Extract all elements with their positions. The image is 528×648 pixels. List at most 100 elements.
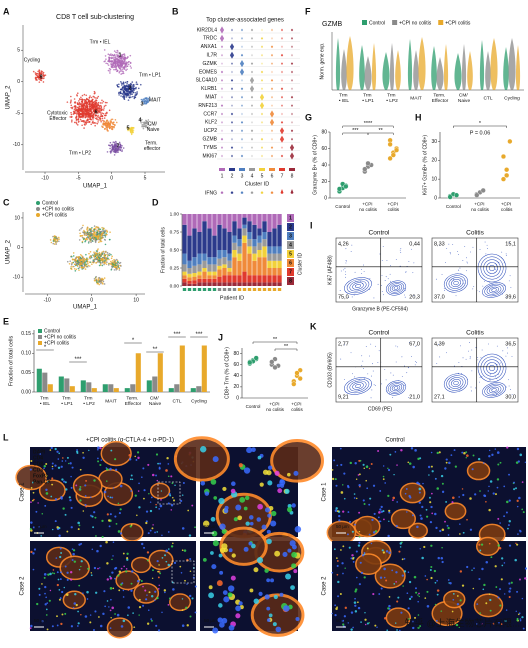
bar xyxy=(80,380,86,392)
cell xyxy=(414,449,417,452)
cell xyxy=(51,447,53,449)
umap-cell xyxy=(75,122,78,125)
data-point xyxy=(474,192,480,198)
umap-cell xyxy=(82,106,85,109)
cell xyxy=(492,492,495,495)
cell xyxy=(126,552,129,555)
event xyxy=(385,379,387,381)
cell xyxy=(45,596,47,599)
umap-cell xyxy=(103,49,106,51)
bar-segment xyxy=(232,282,237,286)
patient-tag xyxy=(277,288,282,291)
event xyxy=(352,382,354,384)
bar-segment xyxy=(227,268,232,272)
event xyxy=(405,272,407,274)
event xyxy=(471,390,473,392)
y-tick-label: 0.50 xyxy=(170,247,180,253)
umap-cell xyxy=(144,122,147,125)
umap-cell xyxy=(98,106,101,108)
bar xyxy=(201,345,207,392)
cell xyxy=(440,610,443,612)
cell xyxy=(391,569,394,572)
cell xyxy=(509,587,512,590)
bar-segment xyxy=(222,257,227,265)
scale-label: 50 µm xyxy=(336,524,349,529)
violin xyxy=(220,70,224,74)
umap-cell xyxy=(92,95,95,98)
cell xyxy=(421,556,424,560)
umap-cell xyxy=(85,114,88,116)
micrograph xyxy=(200,526,305,637)
violin xyxy=(279,135,285,143)
event xyxy=(369,289,371,290)
bar-segment xyxy=(207,264,212,272)
umap-cell xyxy=(125,96,128,98)
bar-segment xyxy=(187,277,192,281)
violin xyxy=(270,79,274,82)
legend-label: Control xyxy=(369,20,385,26)
violin xyxy=(280,154,284,158)
bar xyxy=(113,388,119,392)
cell xyxy=(380,587,383,590)
umap-cell xyxy=(96,231,99,233)
violin xyxy=(230,79,234,82)
event xyxy=(471,370,473,372)
cell xyxy=(357,544,361,547)
umap-cell xyxy=(38,69,41,71)
gene-label: KLF2 xyxy=(205,120,217,126)
cell xyxy=(164,554,167,557)
patient-tag xyxy=(207,288,212,291)
umap-cell xyxy=(134,94,137,97)
umap-cell xyxy=(137,87,140,90)
cell xyxy=(155,624,158,627)
cell xyxy=(421,505,424,509)
cell xyxy=(466,565,469,569)
umap-cell xyxy=(75,263,78,266)
cell xyxy=(82,592,84,594)
event xyxy=(471,349,473,351)
umap-cell xyxy=(104,114,107,117)
cell xyxy=(408,618,410,621)
cell xyxy=(56,450,59,453)
umap-cell xyxy=(76,265,79,267)
cell xyxy=(494,493,497,496)
violin xyxy=(250,191,254,194)
cell xyxy=(423,545,426,549)
cell xyxy=(273,594,278,600)
event xyxy=(482,285,484,287)
cell xyxy=(427,465,431,469)
cell xyxy=(57,466,61,470)
cell xyxy=(106,578,110,581)
cell xyxy=(54,447,57,451)
umap-cell xyxy=(104,236,107,238)
bar-segment xyxy=(257,275,262,283)
umap-cell xyxy=(122,56,124,58)
cell xyxy=(426,515,429,518)
violin xyxy=(371,43,377,90)
cell xyxy=(293,569,298,574)
event xyxy=(403,385,405,386)
patient-tag xyxy=(247,288,252,291)
bar-segment xyxy=(212,282,217,286)
umap-cell xyxy=(36,76,38,79)
patient-tag xyxy=(267,288,272,291)
umap-cell xyxy=(122,61,125,63)
cell xyxy=(336,573,339,576)
data-point xyxy=(343,183,349,190)
cell xyxy=(389,453,392,456)
cell xyxy=(259,482,264,487)
gene-label: UCP2 xyxy=(204,128,218,134)
violin xyxy=(249,85,255,93)
umap-cell xyxy=(74,107,77,110)
significance-label: * xyxy=(44,345,47,351)
contour xyxy=(346,278,370,294)
crypt xyxy=(38,479,66,502)
patient-tag xyxy=(222,288,227,291)
cell xyxy=(500,578,503,581)
umap-cell xyxy=(77,111,80,113)
x-tick-label: 5 xyxy=(144,175,147,181)
cell xyxy=(417,600,419,603)
patient-tag xyxy=(182,288,187,291)
umap-cell xyxy=(147,101,150,103)
cell xyxy=(426,578,428,581)
